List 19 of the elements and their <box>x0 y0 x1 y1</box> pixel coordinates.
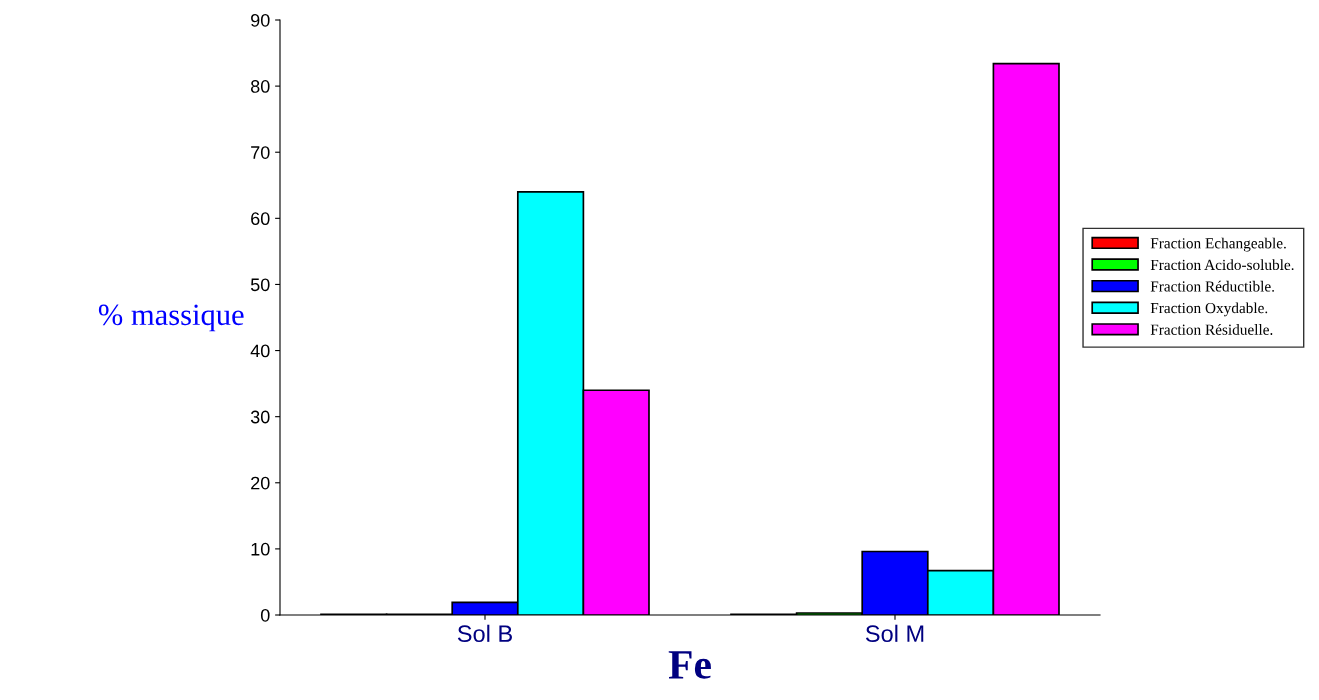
y-tick-label: 70 <box>251 146 270 159</box>
y-tick-label: 40 <box>250 344 270 358</box>
y-tick-label: 80 <box>250 80 270 93</box>
legend-label: Fraction Résiduelle. <box>1150 324 1273 335</box>
y-tick-label: 10 <box>251 542 270 556</box>
legend-label: Fraction Echangeable. <box>1150 237 1286 252</box>
legend-label: Fraction Acido-soluble. <box>1150 259 1294 271</box>
x-tick-label: Sol B <box>457 624 512 643</box>
y-tick-label: 20 <box>251 476 270 490</box>
y-tick-label: 30 <box>250 410 270 424</box>
y-tick-label: 0 <box>260 608 270 622</box>
y-axis-title: % massique <box>98 304 244 332</box>
legend-label: Fraction Réductible. <box>1150 280 1274 292</box>
legend-label: Fraction Oxydable. <box>1150 302 1268 317</box>
y-tick-label: 50 <box>250 278 270 292</box>
y-tick-label: 90 <box>251 13 270 27</box>
x-axis-title: Fe <box>668 651 711 679</box>
x-tick-label: Sol M <box>865 624 924 643</box>
y-tick-label: 60 <box>251 212 270 226</box>
